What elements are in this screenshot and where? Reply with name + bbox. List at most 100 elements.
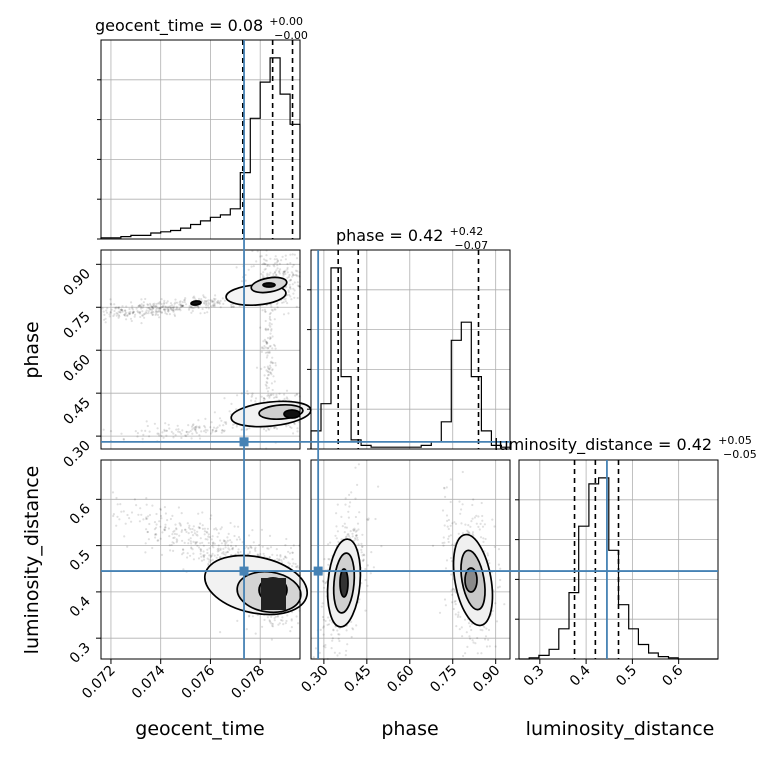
sample-point (268, 619, 271, 622)
sample-point (260, 255, 263, 258)
sample-point (164, 312, 167, 315)
sample-point (349, 530, 352, 533)
tick-label-y-luminosity_distance: 0.5 (67, 547, 94, 574)
sample-point (150, 308, 153, 311)
sample-point (271, 361, 274, 364)
sample-point (127, 311, 130, 314)
sample-point (350, 620, 353, 624)
sample-point (322, 618, 325, 621)
sample-point (283, 270, 286, 274)
sample-point (289, 425, 292, 429)
histogram-geocent_time (100, 57, 301, 239)
sample-point (174, 523, 177, 526)
sample-point (199, 522, 202, 525)
histogram-luminosity_distance (519, 477, 718, 660)
sample-point (366, 564, 369, 567)
sample-point (287, 561, 290, 564)
sample-point (470, 520, 473, 523)
sample-point (287, 289, 290, 292)
sample-point (269, 371, 272, 374)
sample-point (187, 424, 190, 427)
sample-point (209, 556, 212, 559)
sample-point (207, 562, 210, 566)
sample-point (273, 271, 276, 274)
sample-point (480, 652, 483, 655)
hist-panel-phase-background (311, 250, 510, 449)
sample-point (271, 388, 274, 392)
sample-point (189, 528, 192, 531)
sample-point (349, 501, 352, 504)
sample-point (158, 301, 161, 304)
sample-point (158, 434, 161, 437)
sample-point (265, 429, 268, 432)
sample-point (278, 272, 281, 275)
sample-point (200, 559, 204, 562)
sample-point (356, 522, 360, 525)
sample-point (230, 303, 233, 306)
sample-point (452, 588, 455, 591)
sample-point (275, 269, 278, 272)
sample-point (218, 417, 222, 420)
sample-point (199, 548, 202, 551)
sample-point (260, 367, 263, 370)
sample-point (151, 305, 154, 308)
sample-point (273, 426, 276, 429)
sample-point (201, 511, 204, 514)
sample-point (466, 645, 469, 649)
sample-point (196, 541, 199, 544)
sample-point (170, 308, 173, 311)
contour-inner (464, 567, 478, 593)
sample-point (223, 540, 226, 543)
sample-point (483, 523, 486, 526)
sample-point (147, 312, 150, 315)
sample-point (219, 528, 222, 531)
sample-point (140, 322, 143, 325)
sample-point (481, 514, 484, 518)
sample-point (245, 428, 248, 431)
sample-point (284, 556, 287, 559)
sample-point (280, 559, 283, 562)
sample-point (146, 530, 149, 534)
sample-point (335, 512, 338, 515)
sample-point (370, 551, 373, 554)
sample-point (275, 393, 278, 396)
sample-point (347, 510, 350, 513)
sample-point (347, 533, 350, 536)
sample-point (149, 308, 152, 311)
sample-point (167, 305, 170, 308)
sample-point (296, 296, 299, 300)
sample-point (192, 558, 195, 561)
sample-point (248, 550, 251, 553)
sample-point (282, 313, 286, 316)
sample-point (268, 264, 271, 268)
sample-point (360, 542, 363, 546)
sample-point (187, 526, 191, 529)
sample-point (207, 307, 210, 310)
sample-point (165, 429, 168, 432)
sample-point (177, 428, 180, 431)
sample-point (112, 513, 115, 516)
sample-point (160, 434, 163, 438)
sample-point (276, 259, 280, 262)
sample-point (284, 555, 287, 558)
sample-point (292, 544, 295, 547)
sample-point (280, 619, 283, 622)
sample-point (354, 538, 357, 541)
sample-point (147, 515, 150, 518)
sample-point (154, 532, 157, 536)
sample-point (202, 555, 205, 558)
sample-point (151, 313, 154, 316)
sample-point (140, 307, 143, 310)
sample-point (160, 298, 163, 301)
sample-point (344, 497, 347, 500)
sample-point (322, 580, 325, 584)
sample-point (194, 541, 197, 544)
sample-point (267, 351, 270, 354)
sample-point (265, 380, 268, 383)
tick-label-y-phase: 0.30 (60, 438, 93, 471)
sample-point (187, 431, 190, 434)
sample-point (264, 310, 267, 313)
sample-point (291, 551, 294, 554)
sample-point (117, 314, 120, 317)
sample-point (126, 545, 129, 548)
